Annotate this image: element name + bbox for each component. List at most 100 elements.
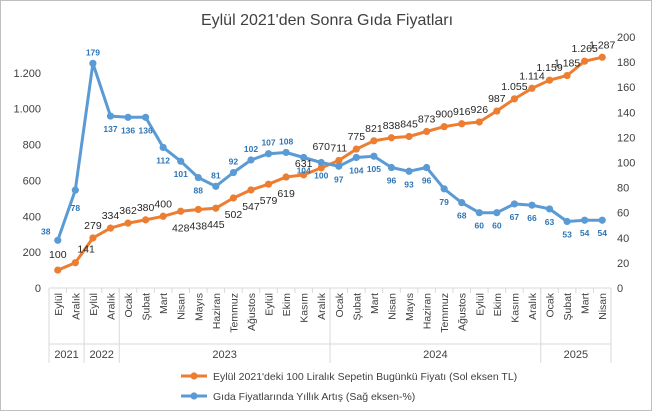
food-inflation-point xyxy=(264,150,273,158)
food-inflation-point xyxy=(528,201,536,209)
food-inflation-point xyxy=(458,199,466,207)
right-axis-tick-label: 100 xyxy=(617,158,635,170)
x-axis-category-label: Kasım xyxy=(509,293,521,323)
left-axis-tick-label: 400 xyxy=(23,211,41,223)
x-axis-category-label: Nisan xyxy=(386,293,398,320)
basket-price-point xyxy=(563,71,571,80)
basket-price-point xyxy=(106,224,115,232)
basket-price-label: 1.055 xyxy=(501,81,527,93)
basket-price-point xyxy=(300,171,308,179)
basket-price-label: 1.185 xyxy=(554,58,580,70)
legend-series-label: Gıda Fiyatlarında Yıllık Artış (Sağ ekse… xyxy=(213,391,415,403)
x-axis-year-label: 2024 xyxy=(423,349,447,361)
x-axis-category-label: Haziran xyxy=(422,293,434,329)
basket-price-label: 821 xyxy=(365,123,383,135)
food-inflation-point xyxy=(335,162,343,170)
basket-price-point xyxy=(581,57,589,65)
food-inflation-label: 136 xyxy=(121,125,135,135)
food-inflation-point xyxy=(317,158,325,167)
x-axis-category-label: Eylül xyxy=(264,293,276,316)
basket-price-point xyxy=(247,186,255,194)
food-inflation-label: 104 xyxy=(349,165,363,175)
basket-price-label: 873 xyxy=(418,113,436,125)
food-inflation-label: 63 xyxy=(545,217,555,227)
food-inflation-point xyxy=(598,216,606,224)
basket-price-point xyxy=(405,132,413,141)
right-axis-tick-label: 180 xyxy=(617,57,635,69)
food-inflation-label: 79 xyxy=(439,197,449,207)
food-inflation-label: 66 xyxy=(527,213,537,223)
basket-price-label: 711 xyxy=(330,143,347,155)
basket-price-point xyxy=(335,156,343,165)
food-inflation-label: 137 xyxy=(103,124,117,134)
x-axis-category-label: Nisan xyxy=(597,293,609,320)
basket-price-label: 438 xyxy=(190,220,208,232)
food-inflation-label: 54 xyxy=(580,228,590,238)
food-inflation-label: 102 xyxy=(244,144,258,154)
basket-price-point xyxy=(264,180,273,188)
food-inflation-point xyxy=(194,173,202,182)
basket-price-label: 362 xyxy=(119,205,137,217)
basket-price-point xyxy=(387,134,396,142)
food-inflation-point xyxy=(300,153,308,162)
right-axis-tick-label: 60 xyxy=(617,208,629,220)
food-inflation-point xyxy=(106,112,115,120)
basket-price-label: 900 xyxy=(435,109,453,121)
basket-price-label: 445 xyxy=(207,219,225,231)
x-axis-category-label: Aralık xyxy=(316,292,328,320)
food-inflation-point xyxy=(212,182,220,190)
basket-price-label: 100 xyxy=(49,249,67,261)
basket-price-point xyxy=(440,123,448,131)
food-inflation-point xyxy=(387,163,396,172)
x-axis-category-label: Ağustos xyxy=(246,293,258,331)
food-inflation-point xyxy=(510,200,519,208)
food-inflation-label: 54 xyxy=(597,228,607,238)
food-inflation-label: 108 xyxy=(279,136,293,146)
basket-price-point xyxy=(493,107,501,115)
x-axis-year-label: 2023 xyxy=(212,349,236,361)
chart-legend: Eylül 2021'deki 100 Liralık Sepetin Bugü… xyxy=(181,371,517,403)
x-axis-category-label: Ocak xyxy=(123,292,135,317)
food-inflation-point xyxy=(71,186,79,194)
basket-price-label: 926 xyxy=(471,104,489,116)
basket-price-point xyxy=(545,76,554,84)
x-axis-category-label: Kasım xyxy=(299,293,311,323)
basket-price-point xyxy=(510,95,519,103)
x-axis-category-label: Şubat xyxy=(141,293,153,321)
basket-price-point xyxy=(71,259,79,267)
food-inflation-label: 53 xyxy=(562,229,572,239)
food-inflation-point xyxy=(405,167,413,175)
food-inflation-point xyxy=(159,143,167,152)
basket-price-label: 547 xyxy=(242,201,260,213)
food-inflation-label: 88 xyxy=(194,186,204,196)
basket-price-label: 619 xyxy=(277,188,295,200)
x-axis-category-label: Eylül xyxy=(474,293,486,316)
food-inflation-label: 96 xyxy=(387,176,397,186)
x-axis-category-label: Eylül xyxy=(53,293,65,316)
basket-price-point xyxy=(598,53,606,61)
food-inflation-label: 101 xyxy=(174,169,188,179)
x-axis-category-label: Aralık xyxy=(70,292,82,320)
x-axis: Eylül Aralık Eylül Aralık Ocak Şubat Mart Nisan… xyxy=(48,287,612,363)
basket-price-label: 631 xyxy=(295,158,313,170)
basket-price-label: 428 xyxy=(172,222,190,234)
food-inflation-label: 104 xyxy=(297,165,311,175)
left-axis-tick-label: 0 xyxy=(35,283,41,295)
food-inflation-label: 105 xyxy=(367,164,381,174)
x-axis-year-label: 2021 xyxy=(54,349,78,361)
food-inflation-point xyxy=(282,148,290,157)
basket-price-label: 987 xyxy=(488,93,506,105)
left-axis-tick-label: 1.000 xyxy=(13,104,41,116)
x-axis-year-label: 2025 xyxy=(564,349,588,361)
food-inflation-label: 179 xyxy=(86,47,100,57)
x-axis-category-label: Temmuz xyxy=(439,293,451,333)
x-axis-category-label: Aralık xyxy=(527,292,539,320)
basket-price-point xyxy=(159,212,167,220)
x-axis-category-label: Haziran xyxy=(211,293,223,329)
basket-price-point xyxy=(229,194,238,202)
x-axis-category-label: Mart xyxy=(369,293,381,314)
right-axis-tick-label: 20 xyxy=(617,258,629,270)
right-axis-tick-label: 120 xyxy=(617,132,635,144)
basket-price-point xyxy=(370,137,378,145)
